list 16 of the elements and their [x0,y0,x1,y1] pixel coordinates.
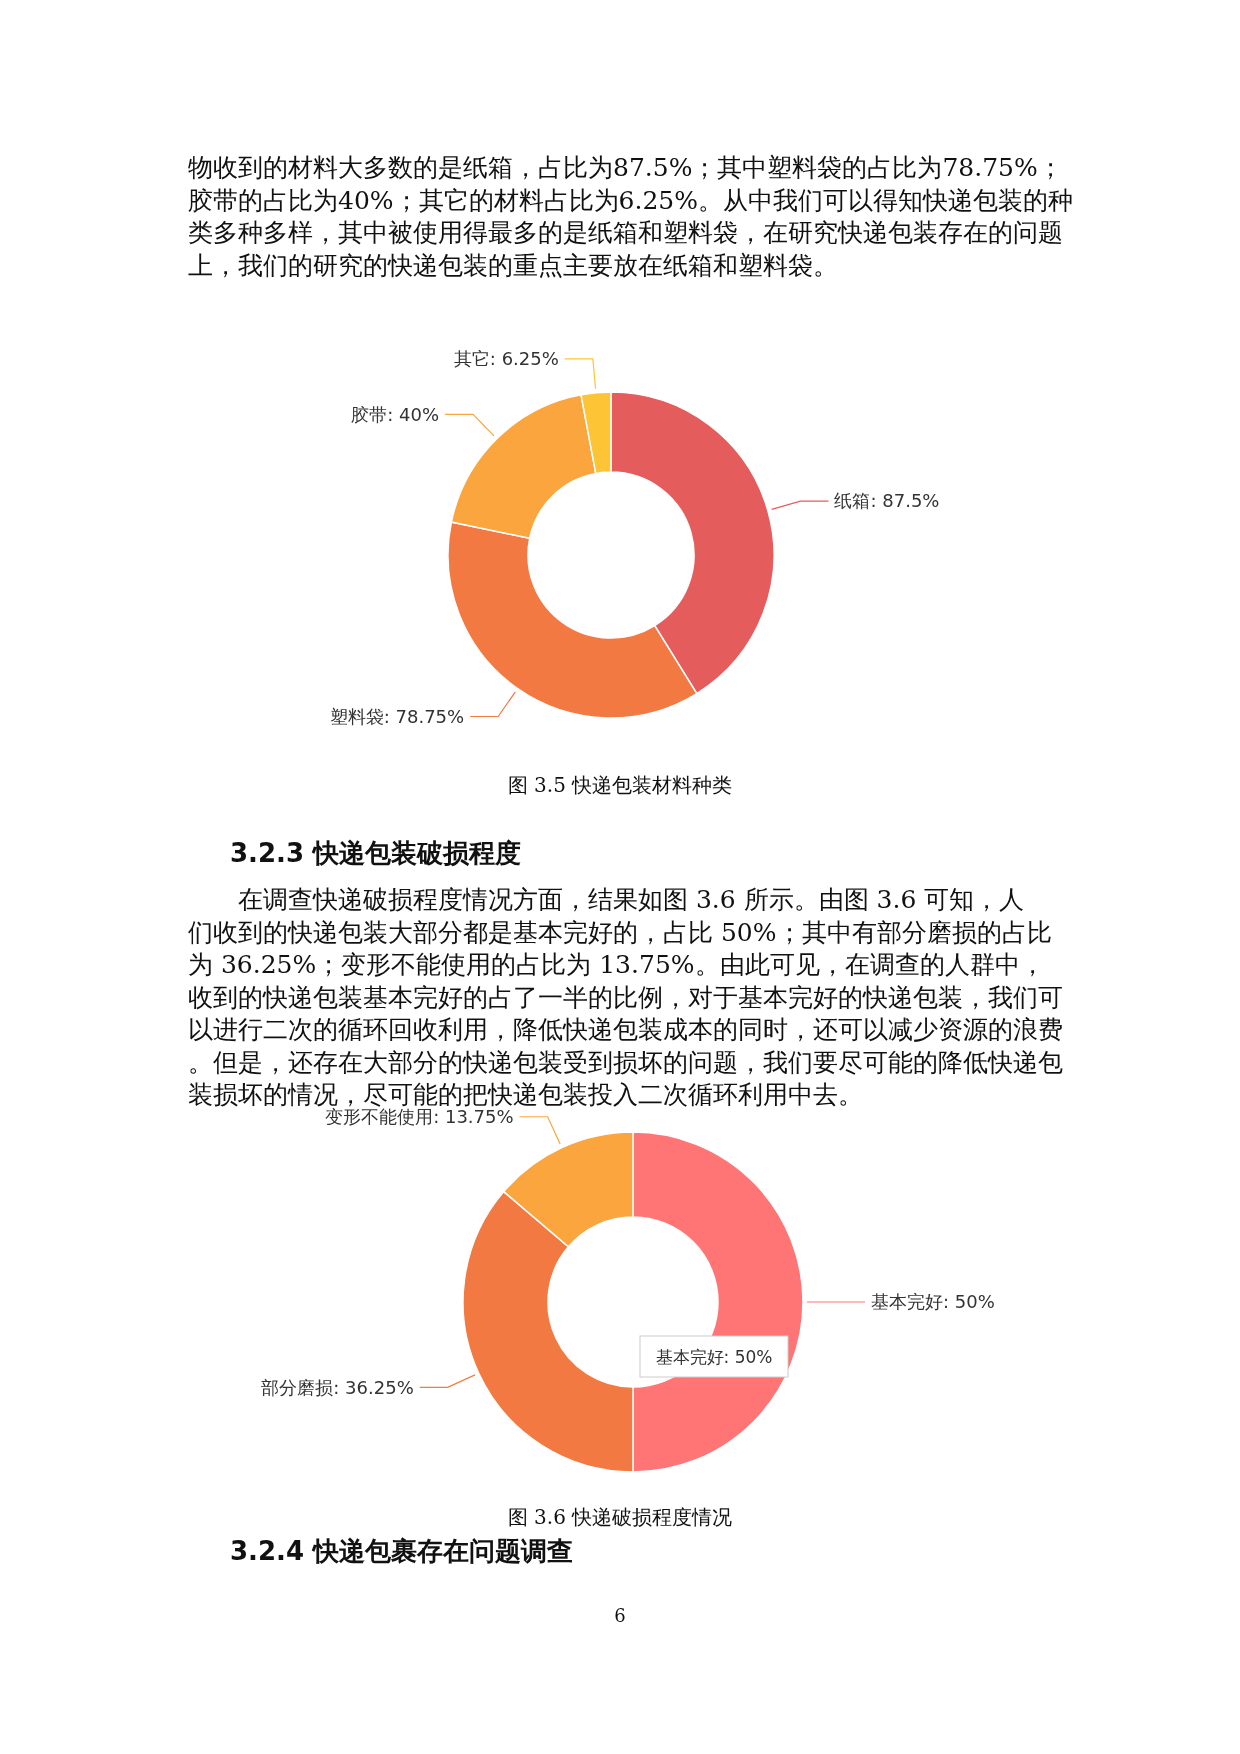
text: 图 3.6 快递破损程度情况 [507,1505,733,1529]
text: 6 [614,1605,626,1626]
slice-label: 变形不能使用: 13.75% [325,1106,514,1128]
slice-label: 部分磨损: 36.25% [261,1376,414,1398]
text: 3.2.4 快递包裹存在问题调查 [230,1536,574,1566]
slice-label: 基本完好: 50% [871,1291,995,1313]
text: 在调查快递破损程度情况方面，结果如图 3.6 所示。由图 3.6 可知，人们收到的快递包装大部分都是基本完好的，占比 50%；其中有部分磨损的占比为 36.25%；变形不能使用的占比为 13.75%。由此可见，在调查的人群中，收到的快递包装基本完好的占了一半的比例，对于基本完好的快递包装，我们可以进行二次的循环回收利用，降低快递包装成本的同时，还可以减少资源的浪费。但是，还存在大部分的快递包装受到损坏的问题，我们要尽可能的降低快递包装损坏的情况，尽可能的把快递包装投入二次循环利用中去。 [188,885,1063,1109]
slice-label: 胶带: 40% [351,403,439,425]
text: 图 3.5 快递包装材料种类 [507,773,733,797]
slice-label: 纸箱: 87.5% [834,490,940,512]
slice-label: 其它: 6.25% [453,348,559,370]
text: 3.2.3 快递包装破损程度 [230,838,522,868]
text: 物收到的材料大多数的是纸箱，占比为87.5%；其中塑料袋的占比为78.75%；胶带的占比为40%；其它的材料占比为6.25%。从中我们可以得知快递包装的种类多种多样，其中被使用得最多的是纸箱和塑料袋，在研究快递包装存在的问题上，我们的研究的快递包装的重点主要放在纸箱和塑料袋。 [188,153,1073,280]
slice-label: 基本完好: 50% [655,1346,773,1367]
slice-label: 塑料袋: 78.75% [329,705,465,727]
tooltip: 基本完好: 50% [639,1335,789,1378]
